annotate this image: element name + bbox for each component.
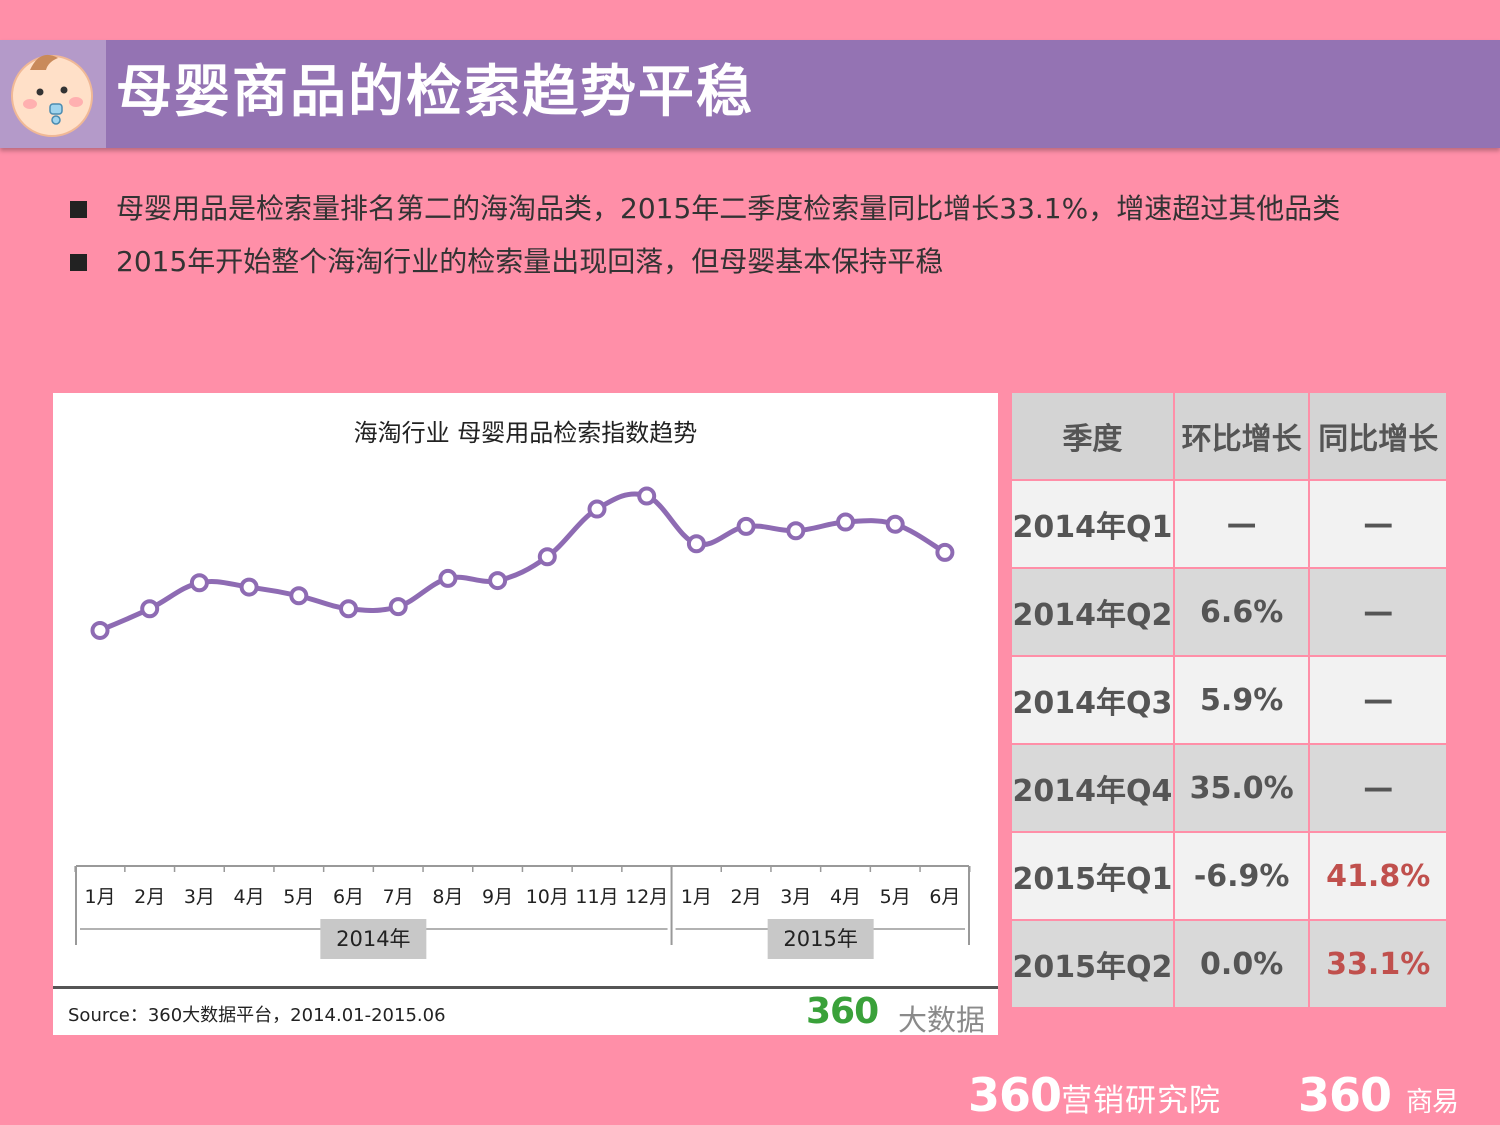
footer-text: 营销研究院 <box>1061 1083 1222 1119</box>
page-title: 母婴商品的检索趋势平稳 <box>116 60 754 125</box>
data-point <box>885 514 905 534</box>
data-point <box>438 568 458 588</box>
data-point <box>388 597 408 617</box>
table-cell: — <box>1308 479 1448 569</box>
chart-divider <box>53 986 998 989</box>
table-header-row: 季度 环比增长 同比增长 <box>1010 391 1448 481</box>
source-note: Source：360大数据平台，2014.01-2015.06 <box>68 1005 446 1026</box>
series-line <box>99 491 947 633</box>
data-point <box>289 586 309 606</box>
table-cell: 2015年Q1 <box>1010 831 1175 921</box>
x-tick-label: 10月 <box>526 886 569 908</box>
x-tick-label: 2月 <box>134 886 165 908</box>
x-tick-label: 9月 <box>482 886 513 908</box>
x-tick-label: 1月 <box>84 886 115 908</box>
x-tick-label: 3月 <box>780 886 811 908</box>
table-cell: 2014年Q1 <box>1010 479 1175 569</box>
table-row: 2015年Q1 -6.9% 41.8% <box>1010 831 1448 921</box>
x-tick-label: 8月 <box>432 886 463 908</box>
table-cell: -6.9% <box>1172 831 1311 921</box>
table-row: 2014年Q4 35.0% — <box>1010 743 1448 833</box>
line-chart: 1月 2月 3月 4月 5月 6月 7月 8月 9月 10月 11月 12月 1月 2月 3月 4月 5月 6月 2… <box>74 486 971 959</box>
baby-face-icon <box>11 54 93 137</box>
data-point <box>637 486 657 506</box>
header-bar: 母婴商品的检索趋势平稳 <box>0 40 1500 148</box>
table-header-cell: 同比增长 <box>1308 391 1448 481</box>
bullet-text: 母婴用品是检索量排名第二的海淘品类，2015年二季度检索量同比增长33.1%，增… <box>116 192 1341 225</box>
chart-title: 海淘行业 母婴用品检索指数趋势 <box>353 419 698 447</box>
data-point <box>537 547 557 567</box>
x-tick-label: 2月 <box>731 886 762 908</box>
table-cell-highlight: 33.1% <box>1308 919 1448 1009</box>
year-label: 2014年 <box>336 927 410 951</box>
data-point <box>140 599 160 619</box>
bullet-square-icon <box>70 201 87 218</box>
x-tick-label: 7月 <box>383 886 414 908</box>
footer-mark: 360 <box>1298 1068 1392 1122</box>
x-tick-label: 4月 <box>830 886 861 908</box>
logo-text: 大数据 <box>898 1003 986 1037</box>
x-tick-label: 12月 <box>625 886 668 908</box>
table-cell: 6.6% <box>1172 567 1311 657</box>
table-cell: 0.0% <box>1172 919 1311 1009</box>
data-point <box>587 499 607 519</box>
x-tick-label: 4月 <box>234 886 265 908</box>
table-cell: 5.9% <box>1172 655 1311 745</box>
table-cell: 2015年Q2 <box>1010 919 1175 1009</box>
bullet-text: 2015年开始整个海淘行业的检索量出现回落，但母婴基本保持平稳 <box>116 245 944 278</box>
table-cell: — <box>1308 655 1448 745</box>
table-cell: — <box>1172 479 1311 569</box>
footer-mark: 360 <box>968 1068 1062 1122</box>
table-header-cell: 环比增长 <box>1172 391 1311 481</box>
logo-360-mark: 360 <box>806 991 879 1032</box>
x-tick-label: 1月 <box>681 886 712 908</box>
x-tick-label: 5月 <box>880 886 911 908</box>
data-point <box>836 512 855 532</box>
table-cell: 2014年Q4 <box>1010 743 1175 833</box>
table-header-cell: 季度 <box>1010 391 1175 481</box>
data-point <box>786 521 806 541</box>
data-point <box>488 571 508 591</box>
data-point <box>339 599 358 619</box>
table-cell: 2014年Q2 <box>1010 567 1175 657</box>
data-point <box>189 573 209 593</box>
table-cell: 2014年Q3 <box>1010 655 1175 745</box>
footer-logo-research: 360营销研究院 <box>968 1068 1221 1122</box>
table-cell: — <box>1308 743 1448 833</box>
data-point <box>935 542 955 562</box>
table-row: 2014年Q1 — — <box>1010 479 1448 569</box>
x-tick-label: 11月 <box>575 886 618 908</box>
bullet-square-icon <box>70 254 87 271</box>
x-tick-label: 6月 <box>333 886 364 908</box>
x-tick-label: 6月 <box>929 886 960 908</box>
table-cell-highlight: 41.8% <box>1308 831 1448 921</box>
year-label-box <box>320 919 427 959</box>
table-cell: — <box>1308 567 1448 657</box>
year-label: 2015年 <box>783 927 857 951</box>
x-tick-label: 3月 <box>184 886 215 908</box>
year-label-box <box>767 919 874 959</box>
data-point <box>90 620 110 640</box>
data-point <box>686 534 706 554</box>
data-point <box>239 577 259 597</box>
chart-panel: 海淘行业 母婴用品检索指数趋势 1月 2月 3月 4月 5月 6月 7月 8月 9月 10月 11月… <box>53 393 998 1037</box>
table-cell: 35.0% <box>1172 743 1311 833</box>
x-tick-label: 5月 <box>283 886 314 908</box>
footer-text: 商易 <box>1406 1087 1459 1118</box>
table-row: 2014年Q3 5.9% — <box>1010 655 1448 745</box>
data-point <box>736 516 756 536</box>
footer-logo-shangyi: 360 商易 <box>1298 1068 1459 1122</box>
quarter-growth-table: 季度 环比增长 同比增长 2014年Q1 — — 2014年Q2 6.6% — … <box>1010 391 1448 1009</box>
header-icon-box <box>0 40 106 148</box>
table-row: 2015年Q2 0.0% 33.1% <box>1010 919 1448 1009</box>
table-row: 2014年Q2 6.6% — <box>1010 567 1448 657</box>
